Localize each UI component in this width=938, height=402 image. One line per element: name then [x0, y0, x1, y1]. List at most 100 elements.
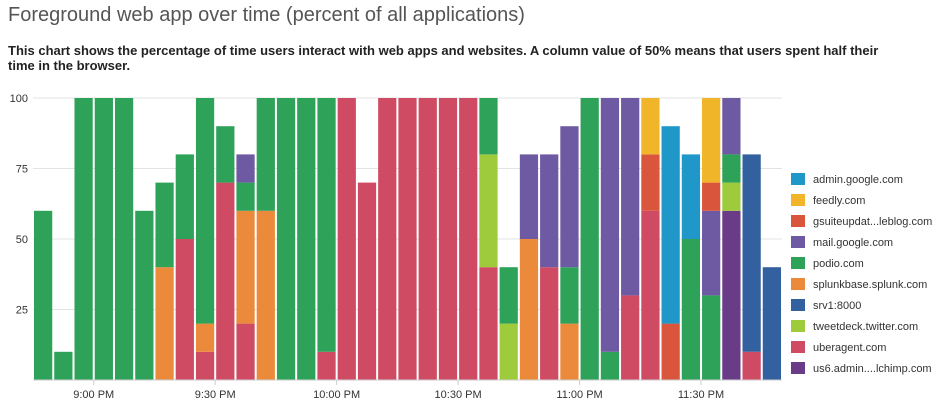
- bar-segment-podio-com-col-35[interactable]: [722, 154, 741, 183]
- bar-segment-splunkbase-splunk-com-col-11[interactable]: [236, 210, 255, 324]
- bar-segment-podio-com-col-10[interactable]: [216, 126, 235, 183]
- bar-segment-uberagent-com-col-26[interactable]: [540, 267, 559, 380]
- y-tick-label-75: 75: [16, 164, 28, 176]
- bar-segment-uberagent-com-col-17[interactable]: [357, 182, 377, 380]
- x-tick-label-11-00-pm: 11:00 PM: [556, 389, 602, 401]
- legend-swatch-admin-google-com: [791, 173, 805, 185]
- bar-segment-podio-com-col-28[interactable]: [580, 98, 599, 380]
- bar-segment-podio-com-col-3[interactable]: [74, 98, 93, 380]
- legend-item-srv1-8000[interactable]: srv1:8000: [791, 299, 861, 312]
- bar-segment-us6-admin-lchimp-com-col-35[interactable]: [722, 210, 741, 380]
- bar-segment-podio-com-col-6[interactable]: [135, 210, 154, 380]
- bar-segment-podio-com-col-33[interactable]: [681, 239, 701, 380]
- legend-label-tweetdeck-twitter-com: tweetdeck.twitter.com: [813, 321, 918, 333]
- bar-segment-mail-google-com-col-11[interactable]: [236, 154, 255, 183]
- bar-segment-podio-com-col-29[interactable]: [600, 351, 620, 380]
- bar-segment-admin-google-com-col-33[interactable]: [681, 154, 701, 239]
- bar-segment-uberagent-com-col-21[interactable]: [438, 98, 458, 380]
- bar-segment-mail-google-com-col-27[interactable]: [560, 126, 579, 268]
- legend-item-mail-google-com[interactable]: mail.google.com: [791, 236, 893, 249]
- legend-item-us6-admin-lchimp-com[interactable]: us6.admin....lchimp.com: [791, 362, 932, 375]
- x-tick-label-9-00-pm: 9:00 PM: [73, 389, 114, 401]
- bar-segment-uberagent-com-col-10[interactable]: [216, 182, 235, 380]
- bar-segment-feedly-com-col-34[interactable]: [702, 98, 721, 183]
- legend-swatch-gsuiteupdat-leblog-com: [791, 215, 805, 227]
- legend-item-admin-google-com[interactable]: admin.google.com: [791, 173, 903, 186]
- bar-segment-admin-google-com-col-32[interactable]: [661, 126, 680, 324]
- bar-segment-uberagent-com-col-22[interactable]: [459, 98, 478, 380]
- bar-segment-tweetdeck-twitter-com-col-35[interactable]: [722, 182, 741, 211]
- legend-swatch-podio-com: [791, 257, 805, 269]
- legend-label-mail-google-com: mail.google.com: [813, 237, 893, 249]
- bar-segment-podio-com-col-9[interactable]: [195, 98, 215, 324]
- bar-segment-mail-google-com-col-25[interactable]: [519, 154, 539, 239]
- bar-segment-gsuiteupdat-leblog-com-col-32[interactable]: [661, 323, 680, 380]
- bar-segment-splunkbase-splunk-com-col-25[interactable]: [519, 239, 539, 380]
- legend-swatch-us6-admin-lchimp-com: [791, 362, 805, 374]
- bar-segment-gsuiteupdat-leblog-com-col-31[interactable]: [641, 154, 660, 211]
- legend-swatch-srv1-8000: [791, 299, 805, 311]
- bar-segment-mail-google-com-col-26[interactable]: [540, 154, 559, 268]
- bar-segment-splunkbase-splunk-com-col-12[interactable]: [256, 210, 275, 380]
- bar-segment-splunkbase-splunk-com-col-9[interactable]: [195, 323, 215, 352]
- legend-swatch-tweetdeck-twitter-com: [791, 320, 805, 332]
- y-tick-label-50: 50: [16, 234, 28, 246]
- bar-segment-podio-com-col-24[interactable]: [499, 267, 518, 324]
- legend-item-gsuiteupdat-leblog-com[interactable]: gsuiteupdat...leblog.com: [791, 215, 932, 228]
- bar-segment-mail-google-com-col-29[interactable]: [600, 98, 620, 352]
- bar-segment-srv1-8000-col-36[interactable]: [742, 154, 761, 352]
- bar-segment-uberagent-com-col-15[interactable]: [317, 351, 336, 380]
- bar-segment-uberagent-com-col-9[interactable]: [195, 351, 215, 380]
- legend-label-feedly-com: feedly.com: [813, 195, 865, 207]
- legend-label-podio-com: podio.com: [813, 258, 864, 270]
- axes: 25 50 75 100 9:00 PM 9:30 PM 10:00 PM 10:30 PM 1…: [10, 93, 782, 401]
- bar-segment-uberagent-com-col-11[interactable]: [236, 323, 255, 380]
- bar-segment-podio-com-col-13[interactable]: [276, 98, 296, 380]
- bar-segment-tweetdeck-twitter-com-col-23[interactable]: [479, 154, 498, 268]
- bar-segment-podio-com-col-14[interactable]: [297, 98, 316, 380]
- bar-segment-uberagent-com-col-18[interactable]: [378, 98, 397, 380]
- bar-segment-splunkbase-splunk-com-col-27[interactable]: [560, 323, 579, 380]
- bar-segment-podio-com-col-8[interactable]: [175, 154, 194, 239]
- bar-segment-uberagent-com-col-31[interactable]: [641, 210, 660, 380]
- bar-segment-uberagent-com-col-30[interactable]: [621, 295, 640, 380]
- bar-segment-mail-google-com-col-30[interactable]: [621, 98, 640, 296]
- bar-segment-uberagent-com-col-16[interactable]: [337, 98, 356, 380]
- bar-segment-podio-com-col-15[interactable]: [317, 98, 336, 352]
- bar-segment-mail-google-com-col-34[interactable]: [702, 210, 721, 296]
- bar-segment-splunkbase-splunk-com-col-7[interactable]: [155, 267, 174, 380]
- legend-item-tweetdeck-twitter-com[interactable]: tweetdeck.twitter.com: [791, 320, 918, 333]
- bar-segment-tweetdeck-twitter-com-col-24[interactable]: [499, 323, 518, 380]
- bar-segment-podio-com-col-1[interactable]: [34, 210, 53, 380]
- legend-label-us6-admin-lchimp-com: us6.admin....lchimp.com: [813, 363, 932, 375]
- legend-label-splunkbase-splunk-com: splunkbase.splunk.com: [813, 279, 927, 291]
- bar-segment-gsuiteupdat-leblog-com-col-34[interactable]: [702, 182, 721, 211]
- legend-label-srv1-8000: srv1:8000: [813, 300, 861, 312]
- bar-segment-podio-com-col-5[interactable]: [114, 98, 134, 380]
- bar-segment-mail-google-com-col-35[interactable]: [722, 98, 741, 155]
- legend-item-uberagent-com[interactable]: uberagent.com: [791, 341, 886, 354]
- bar-segment-podio-com-col-27[interactable]: [560, 267, 579, 324]
- bar-segment-podio-com-col-34[interactable]: [702, 295, 721, 380]
- bar-segment-feedly-com-col-31[interactable]: [641, 98, 660, 155]
- bar-segment-podio-com-col-12[interactable]: [256, 98, 275, 211]
- legend-item-feedly-com[interactable]: feedly.com: [791, 194, 865, 207]
- chart-title: Foreground web app over time (percent of…: [8, 4, 525, 26]
- bar-segment-uberagent-com-col-23[interactable]: [479, 267, 498, 380]
- bar-segment-podio-com-col-4[interactable]: [94, 98, 113, 380]
- bar-segment-podio-com-col-7[interactable]: [155, 182, 174, 268]
- bar-segment-podio-com-col-2[interactable]: [54, 351, 73, 380]
- bar-segment-podio-com-col-23[interactable]: [479, 98, 498, 155]
- bar-segment-uberagent-com-col-20[interactable]: [418, 98, 437, 380]
- chart-subtitle: This chart shows the percentage of time …: [8, 43, 879, 73]
- bar-segment-uberagent-com-col-36[interactable]: [742, 351, 761, 380]
- bar-segment-uberagent-com-col-19[interactable]: [398, 98, 417, 380]
- bar-segment-srv1-8000-col-37[interactable]: [762, 267, 781, 380]
- x-tick-label-10-30-pm: 10:30 PM: [435, 389, 482, 401]
- legend-item-splunkbase-splunk-com[interactable]: splunkbase.splunk.com: [791, 278, 927, 291]
- legend-label-admin-google-com: admin.google.com: [813, 174, 903, 186]
- bar-segment-podio-com-col-11[interactable]: [236, 182, 255, 211]
- legend-label-uberagent-com: uberagent.com: [813, 342, 886, 354]
- legend-item-podio-com[interactable]: podio.com: [791, 257, 864, 270]
- bar-segment-uberagent-com-col-8[interactable]: [175, 239, 194, 380]
